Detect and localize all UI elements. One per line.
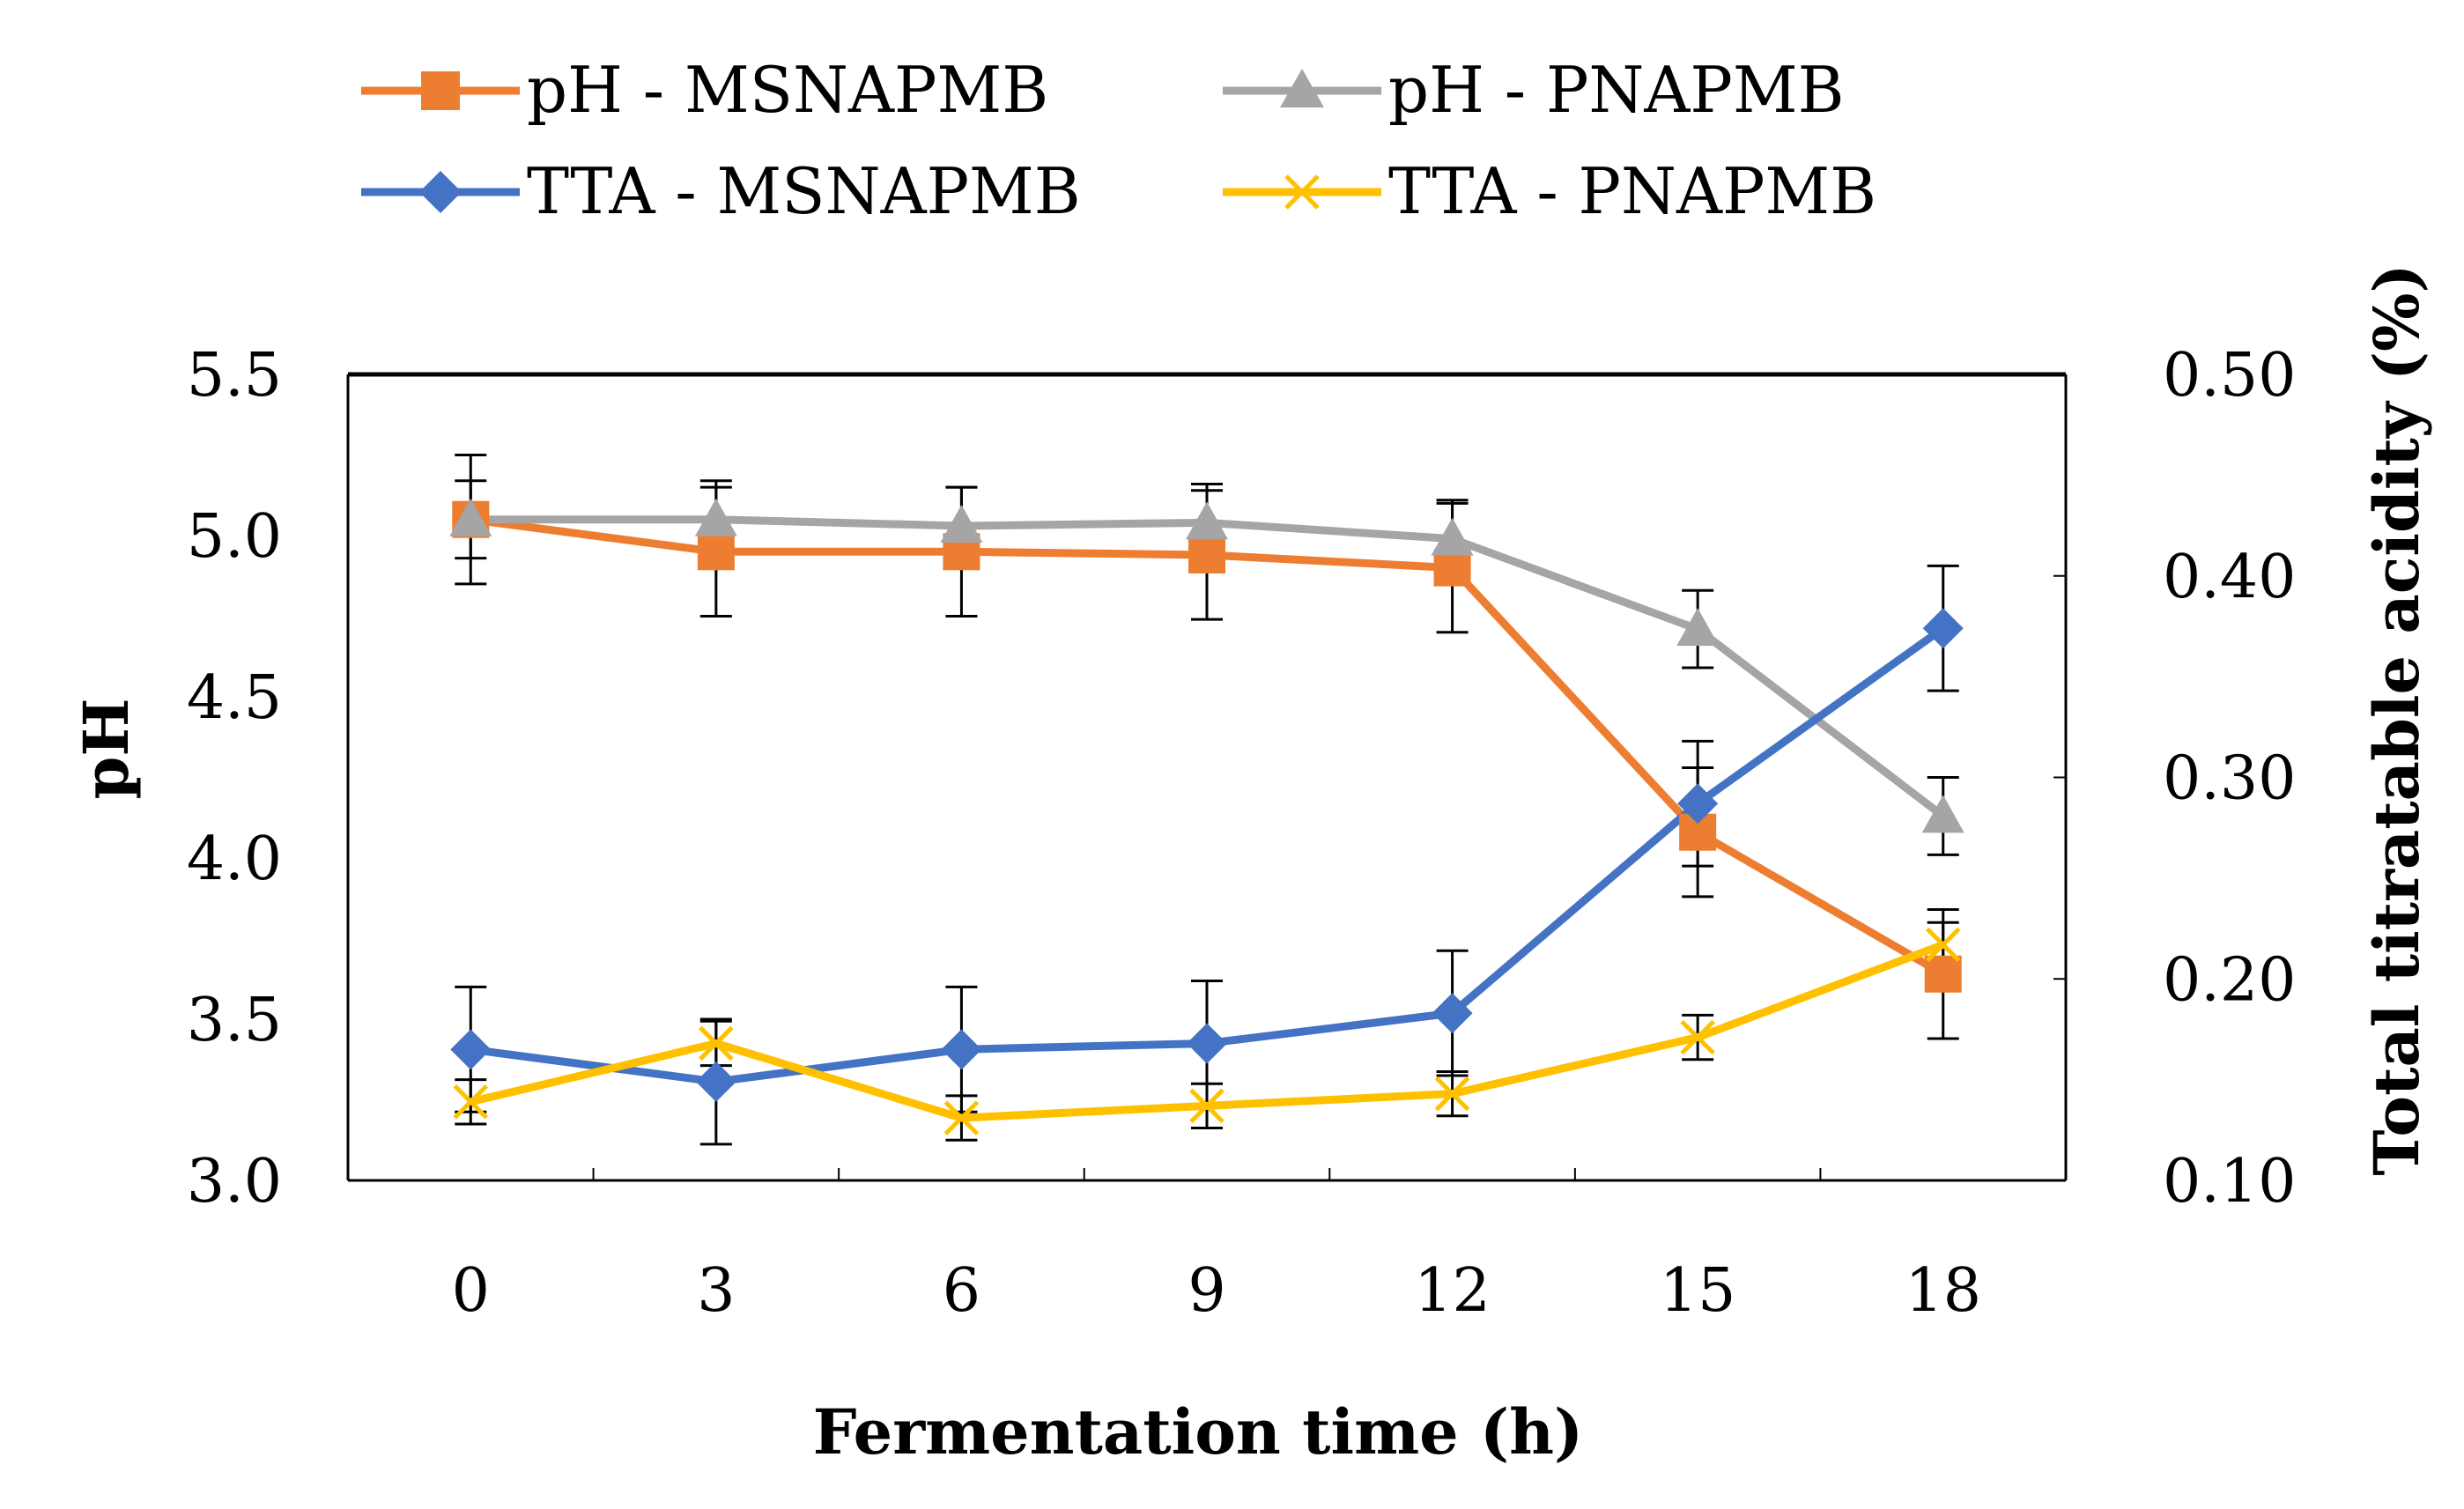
x-ticks: 0 3 6 9 12 15 18 [452, 1168, 1981, 1326]
y-right-tick-label: 0.10 [2163, 1147, 2296, 1217]
data-point-tta-pnapmb [1434, 1076, 1470, 1112]
data-point-tta-pnapmb [1925, 927, 1961, 963]
data-point-ph-msnapmb [697, 533, 735, 571]
data-point-tta-msnapmb [1432, 993, 1473, 1034]
x-tick-label: 12 [1414, 1256, 1491, 1326]
legend-label-tta-pnapmb: TTA - PNAPMB [1388, 154, 1876, 228]
legend-marker-x [1284, 174, 1320, 210]
data-point-tta-msnapmb [1677, 783, 1719, 825]
data-point-tta-msnapmb [1187, 1023, 1227, 1064]
data-point-ph-pnapmb [694, 498, 737, 536]
y-right-ticks: 0.10 0.20 0.30 0.40 0.50 [2053, 341, 2296, 1217]
data-point-ph-msnapmb [1188, 536, 1225, 573]
x-tick-label: 18 [1905, 1256, 1981, 1326]
legend: pH - MSNAPMB pH - PNAPMB TTA - MSNAPMB T… [361, 53, 1876, 228]
data-point-tta-pnapmb [1189, 1088, 1225, 1124]
data-point-tta-pnapmb [699, 1025, 734, 1061]
y-left-ticks: 3.0 3.5 4.0 4.5 5.0 5.5 [187, 341, 282, 1217]
legend-label-ph-msnapmb: pH - MSNAPMB [527, 53, 1048, 127]
y-right-tick-label: 0.30 [2163, 744, 2296, 814]
data-point-ph-pnapmb [1921, 795, 1965, 833]
x-tick-label: 15 [1660, 1256, 1736, 1326]
y-left-tick-label: 5.5 [187, 341, 282, 411]
y-left-tick-label: 4.0 [187, 825, 282, 894]
legend-item-tta-msnapmb: TTA - MSNAPMB [361, 154, 1081, 228]
legend-label-ph-pnapmb: pH - PNAPMB [1388, 53, 1845, 127]
data-point-ph-pnapmb [1186, 501, 1228, 540]
legend-item-tta-pnapmb: TTA - PNAPMB [1223, 154, 1876, 228]
y-left-axis-title: pH [70, 698, 143, 799]
legend-marker-square [421, 71, 460, 110]
y-left-tick-label: 4.5 [187, 663, 282, 733]
legend-item-ph-msnapmb: pH - MSNAPMB [361, 53, 1048, 127]
data-point-tta-msnapmb [1922, 608, 1964, 649]
data-point-tta-msnapmb [450, 1029, 492, 1070]
y-left-tick-label: 3.0 [187, 1147, 282, 1217]
legend-label-tta-msnapmb: TTA - MSNAPMB [527, 154, 1081, 228]
x-axis-title: Fermentation time (h) [813, 1395, 1583, 1468]
legend-item-ph-pnapmb: pH - PNAPMB [1223, 53, 1845, 127]
data-point-ph-pnapmb [940, 505, 983, 544]
y-left-tick-label: 3.5 [187, 986, 282, 1055]
x-tick-label: 6 [943, 1256, 980, 1326]
x-tick-label: 9 [1188, 1256, 1225, 1326]
data-point-tta-pnapmb [1680, 1019, 1715, 1055]
y-right-tick-label: 0.40 [2163, 543, 2296, 612]
y-left-tick-label: 5.0 [187, 502, 282, 572]
y-right-axis-title: Total titratable acidity (%) [2360, 263, 2433, 1175]
data-point-ph-pnapmb [1676, 608, 1720, 647]
x-tick-label: 0 [452, 1256, 490, 1326]
legend-marker-triangle [1280, 69, 1324, 107]
data-point-tta-pnapmb [453, 1084, 489, 1120]
y-right-tick-label: 0.50 [2163, 341, 2296, 411]
legend-marker-diamond [419, 171, 462, 213]
data-point-tta-msnapmb [941, 1029, 982, 1070]
data-point-ph-pnapmb [449, 498, 492, 536]
data-point-tta-msnapmb [695, 1061, 736, 1102]
data-point-ph-msnapmb [1924, 955, 1962, 993]
series-markers [449, 498, 1965, 1135]
data-point-ph-pnapmb [1431, 517, 1474, 556]
x-tick-label: 3 [697, 1256, 735, 1326]
y-right-tick-label: 0.20 [2163, 945, 2296, 1015]
data-point-tta-pnapmb [943, 1100, 980, 1135]
